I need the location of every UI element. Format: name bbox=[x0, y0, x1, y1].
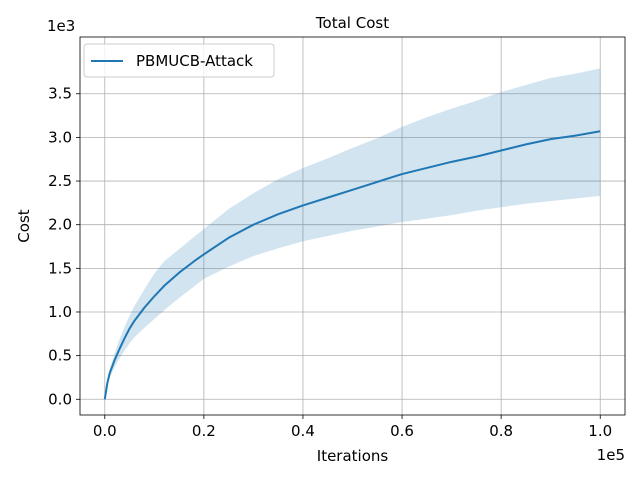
series-line bbox=[103, 130, 601, 400]
x-axis-label: Iterations bbox=[317, 447, 389, 465]
y-axis-offset-label: 1e3 bbox=[47, 17, 75, 35]
confidence-band bbox=[104, 68, 601, 400]
x-tick-label: 0.0 bbox=[93, 422, 117, 440]
legend: PBMUCB-Attack bbox=[83, 43, 275, 78]
x-tick-label: 0.6 bbox=[390, 422, 414, 440]
y-tick-label: 3.0 bbox=[48, 128, 72, 146]
legend-label: PBMUCB-Attack bbox=[136, 52, 253, 70]
y-tick-label: 2.0 bbox=[48, 216, 72, 234]
x-axis-offset-label: 1e5 bbox=[597, 446, 625, 464]
y-axis-label: Cost bbox=[15, 209, 33, 242]
x-tick-label: 1.0 bbox=[588, 422, 612, 440]
y-tick-label: 0.0 bbox=[48, 390, 72, 408]
y-tick-label: 2.5 bbox=[48, 172, 72, 190]
plot-frame bbox=[79, 36, 626, 416]
x-tick-label: 0.4 bbox=[291, 422, 315, 440]
line-layer bbox=[103, 130, 601, 400]
y-tick-label: 1.5 bbox=[48, 259, 72, 277]
chart-title: Total Cost bbox=[315, 14, 389, 32]
tick-layer: 0.0 0.2 0.4 0.6 0.8 1.0 0.0 0.5 1.0 1.5 2.0 2.5 3.0 3… bbox=[48, 85, 612, 440]
y-tick-label: 1.0 bbox=[48, 303, 72, 321]
x-tick-label: 0.2 bbox=[192, 422, 216, 440]
band-layer bbox=[104, 68, 601, 400]
x-tick-label: 0.8 bbox=[489, 422, 513, 440]
grid-layer bbox=[80, 37, 625, 415]
legend-box bbox=[83, 43, 275, 78]
y-tick-label: 3.5 bbox=[48, 85, 72, 103]
y-tick-label: 0.5 bbox=[48, 347, 72, 365]
